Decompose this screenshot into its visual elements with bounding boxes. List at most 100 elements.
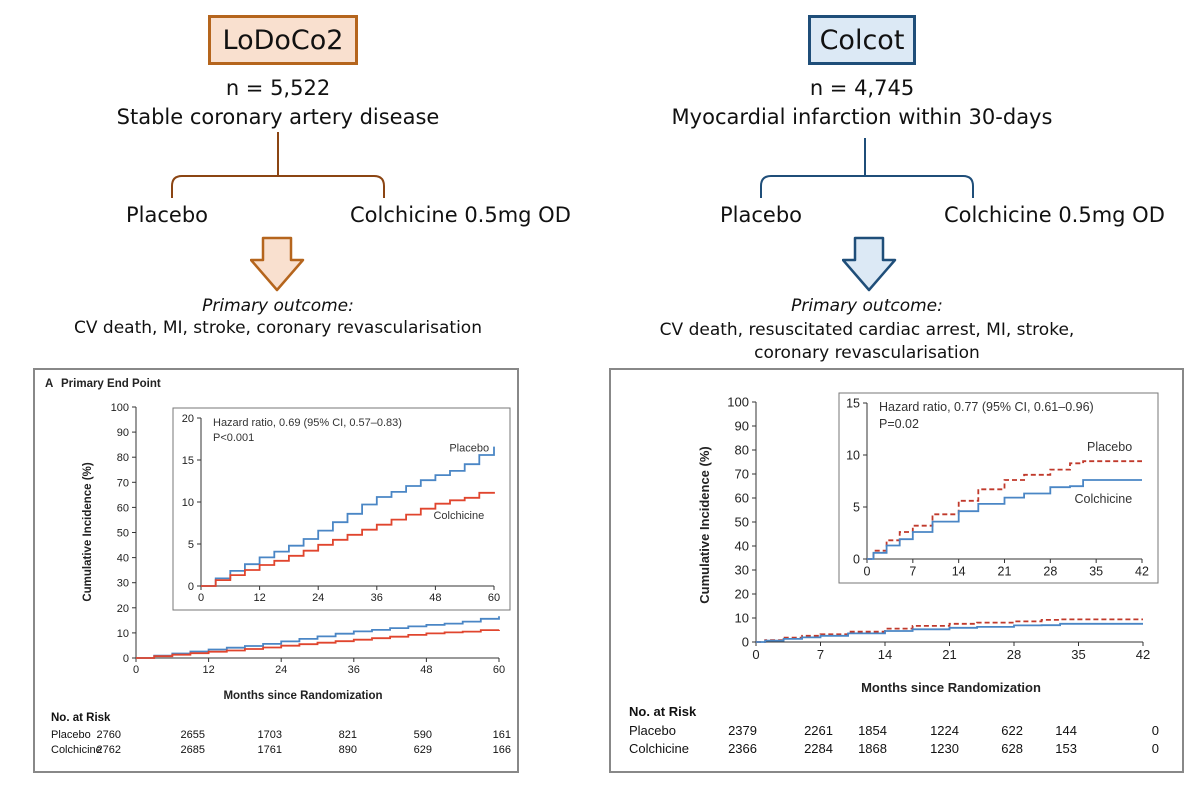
x-tick-label: 24 [275,664,287,676]
risk-value: 161 [492,729,511,741]
y-axis-label: Cumulative Incidence (%) [697,446,712,603]
x-tick-label: 35 [1071,647,1085,662]
x-tick-label: 12 [253,592,265,604]
series-line-colchicine [201,491,495,587]
y-tick-label: 80 [117,452,129,464]
risk-value: 0 [1151,741,1159,756]
colcot-arm-colchicine: Colchicine 0.5mg OD [944,203,1165,227]
y-tick-label: 20 [735,587,749,602]
risk-value: 153 [1055,741,1077,756]
x-tick-label: 36 [348,664,360,676]
risk-row-label-colchicine: Colchicine [51,744,102,756]
colcot-title: Colcot [819,24,905,56]
x-tick-label: 60 [488,592,500,604]
p-value-annotation: P<0.001 [213,432,254,444]
risk-value: 590 [413,729,432,741]
colcot-down-arrow [842,236,897,292]
x-tick-label: 12 [202,664,214,676]
risk-value: 628 [1001,741,1023,756]
x-tick-label: 42 [1136,647,1150,662]
y-tick-label: 10 [117,628,129,640]
colcot-km-panel: 0 10 20 30 40 50 60 70 80 90 100 0 7 14 21 28 35 42 0 5 10 1… [609,368,1184,773]
risk-value: 2379 [728,723,757,738]
colcot-arm-placebo: Placebo [720,203,803,227]
y-tick-label: 10 [846,449,860,463]
series-label-colchicine: Colchicine [1075,492,1133,506]
y-tick-label: 20 [117,603,129,615]
risk-value: 2366 [728,741,757,756]
risk-value: 821 [338,729,357,741]
lodoco2-title: LoDoCo2 [222,24,344,56]
lodoco2-n: n = 5,522 [225,76,331,100]
y-tick-label: 80 [735,443,749,458]
y-tick-label: 10 [735,611,749,626]
lodoco2-title-box: LoDoCo2 [208,15,358,65]
hazard-ratio-annotation: Hazard ratio, 0.69 (95% CI, 0.57–0.83) [213,417,402,429]
y-axis-label: Cumulative Incidence (%) [82,462,94,601]
inset-frame [838,392,1159,584]
lodoco2-km-panel: A Primary End Point 0 10 20 30 40 50 60 70 80 90 1… [33,368,519,773]
risk-value: 2685 [180,744,205,756]
risk-table-title: No. at Risk [51,712,111,724]
x-tick-label: 14 [952,565,966,579]
y-tick-label: 40 [735,539,749,554]
risk-value: 629 [413,744,432,756]
y-tick-label: 100 [111,402,129,414]
x-axis-label: Months since Randomization [861,680,1041,695]
x-tick-label: 60 [493,664,505,676]
y-tick-label: 0 [123,653,129,665]
risk-value: 1868 [858,741,887,756]
risk-value: 2760 [96,729,121,741]
y-tick-label: 10 [182,497,194,509]
risk-row-label-placebo: Placebo [629,723,676,738]
series-line-placebo [867,460,1142,560]
colcot-primary-outcome-line2: coronary revascularisation [754,343,980,363]
x-tick-label: 36 [371,592,383,604]
risk-value: 0 [1151,723,1159,738]
risk-value: 1224 [930,723,959,738]
colcot-primary-outcome-title: Primary outcome: [791,296,943,316]
y-tick-label: 0 [188,581,194,593]
risk-value: 2284 [804,741,833,756]
inset-frame [172,407,511,611]
x-tick-label: 14 [878,647,892,662]
y-tick-label: 0 [742,635,749,650]
y-tick-label: 20 [182,413,194,425]
inset-plot: 0 5 10 15 0 7 14 21 28 35 42 Hazard ratio, 0.77 (95… [838,392,1159,584]
risk-value: 1230 [930,741,959,756]
risk-value: 1854 [858,723,887,738]
risk-value: 2762 [96,744,121,756]
lodoco2-arm-placebo: Placebo [126,203,209,227]
y-tick-label: 30 [117,578,129,590]
y-tick-label: 70 [117,477,129,489]
y-tick-label: 100 [727,395,749,410]
risk-value: 144 [1055,723,1077,738]
y-tick-label: 60 [117,502,129,514]
x-tick-label: 7 [909,565,916,579]
x-tick-label: 42 [1135,565,1149,579]
x-tick-label: 0 [752,647,759,662]
colcot-primary-outcome-line1: CV death, resuscitated cardiac arrest, M… [659,320,1075,340]
y-tick-label: 5 [853,501,860,515]
lodoco2-primary-outcome-text: CV death, MI, stroke, coronary revascula… [74,318,482,338]
y-tick-label: 0 [853,553,860,567]
colcot-title-box: Colcot [808,15,916,65]
lodoco2-down-arrow [250,236,305,292]
risk-value: 2261 [804,723,833,738]
x-tick-label: 28 [1007,647,1021,662]
x-tick-label: 21 [942,647,956,662]
series-line-placebo [136,616,500,659]
y-tick-label: 50 [117,527,129,539]
colcot-n: n = 4,745 [809,76,915,100]
lodoco2-bracket [171,132,385,198]
y-tick-label: 90 [117,427,129,439]
risk-value: 890 [338,744,357,756]
series-line-colchicine [867,479,1142,560]
hazard-ratio-annotation: Hazard ratio, 0.77 (95% CI, 0.61–0.96) [879,400,1094,414]
p-value-annotation: P=0.02 [879,417,919,431]
series-line-placebo [756,618,1143,643]
y-tick-label: 15 [182,455,194,467]
lodoco2-primary-outcome-title: Primary outcome: [202,296,354,316]
